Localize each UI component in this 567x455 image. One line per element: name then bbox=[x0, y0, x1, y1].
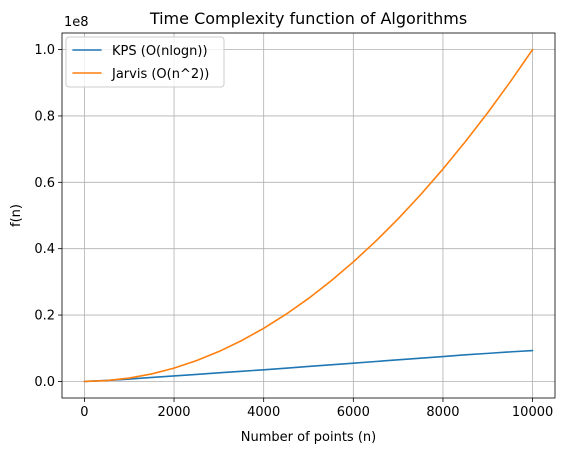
plot-frame bbox=[61, 32, 556, 399]
x-axis-ticks: 0 2000 4000 6000 8000 10000 bbox=[80, 398, 553, 420]
y-tick-label: 0.0 bbox=[34, 375, 55, 390]
legend-label-jarvis: Jarvis (O(n^2)) bbox=[111, 67, 209, 82]
y-tick-label: 0.4 bbox=[34, 242, 55, 257]
series-line-jarvis bbox=[83, 48, 534, 383]
series-lines bbox=[83, 48, 534, 383]
y-tick-label: 0.6 bbox=[34, 176, 55, 191]
y-tick-label: 0.8 bbox=[34, 109, 55, 124]
y-tick-label: 1.0 bbox=[34, 43, 55, 58]
x-tick-label: 8000 bbox=[426, 405, 459, 420]
y-axis-offset-label: 1e8 bbox=[64, 15, 89, 30]
legend-box bbox=[65, 36, 225, 88]
x-tick-label: 10000 bbox=[512, 405, 553, 420]
legend: KPS (O(nlogn)) Jarvis (O(n^2)) bbox=[65, 36, 225, 88]
grid bbox=[62, 33, 555, 398]
x-tick-label: 0 bbox=[80, 405, 88, 420]
y-tick-label: 0.2 bbox=[34, 309, 55, 324]
legend-label-kps: KPS (O(nlogn)) bbox=[112, 44, 208, 59]
series-line-kps bbox=[83, 349, 534, 383]
chart-title: Time Complexity function of Algorithms bbox=[149, 9, 467, 28]
x-axis-label: Number of points (n) bbox=[241, 430, 376, 445]
y-axis-ticks: 0.0 0.2 0.4 0.6 0.8 1.0 bbox=[34, 43, 62, 390]
x-tick-label: 4000 bbox=[247, 405, 280, 420]
x-tick-label: 2000 bbox=[157, 405, 190, 420]
y-axis-label: f(n) bbox=[9, 204, 24, 227]
x-tick-label: 6000 bbox=[337, 405, 370, 420]
